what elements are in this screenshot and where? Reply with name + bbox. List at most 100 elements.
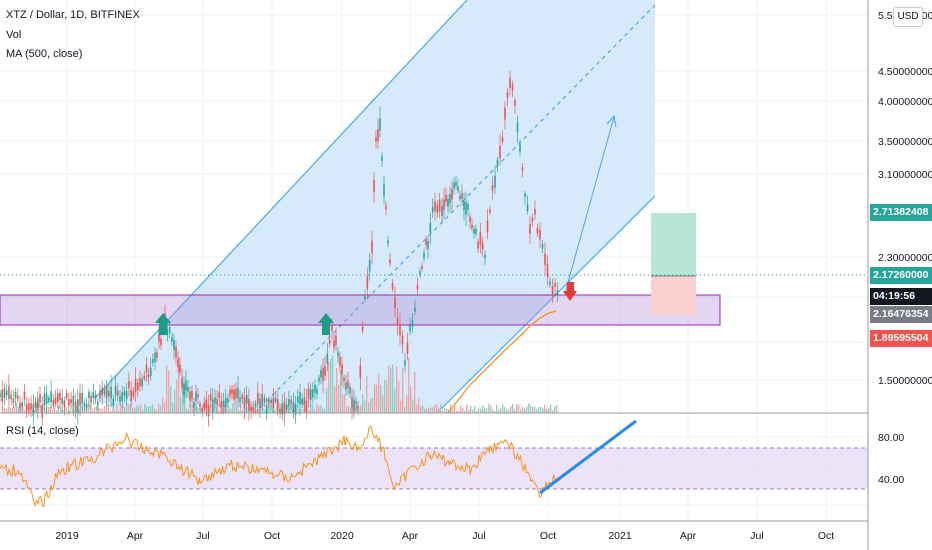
ascending-channel[interactable] bbox=[95, 0, 655, 413]
candle-body bbox=[48, 397, 50, 403]
candle-body bbox=[320, 370, 322, 378]
volume-bar bbox=[92, 409, 94, 413]
candle-body bbox=[263, 397, 266, 403]
volume-bar bbox=[276, 406, 278, 413]
candle-body bbox=[191, 390, 193, 400]
candle-body bbox=[529, 224, 531, 234]
volume-bar bbox=[104, 405, 106, 413]
time-tick-label: Oct bbox=[818, 530, 834, 542]
volume-bar bbox=[184, 385, 186, 413]
candle-body bbox=[248, 399, 250, 411]
down-arrow-marker[interactable] bbox=[563, 282, 577, 301]
candle-body bbox=[92, 391, 95, 398]
price-tag[interactable]: 04:19:56 bbox=[870, 288, 932, 305]
candle-body bbox=[463, 200, 465, 211]
candle-body bbox=[339, 356, 341, 366]
channel-upper-line[interactable] bbox=[94, 0, 468, 399]
volume-bar bbox=[536, 409, 538, 413]
candle-body bbox=[259, 398, 261, 409]
candle-body bbox=[0, 392, 1, 397]
candle-body bbox=[328, 339, 331, 344]
candle-body bbox=[250, 406, 252, 411]
candle-body bbox=[389, 259, 391, 264]
stop-zone[interactable] bbox=[651, 276, 696, 315]
ma-legend[interactable]: MA (500, close) bbox=[6, 48, 83, 60]
volume-legend[interactable]: Vol bbox=[6, 29, 22, 41]
projection-arrow[interactable] bbox=[564, 116, 615, 294]
volume-bar bbox=[260, 409, 262, 413]
candle-body bbox=[305, 400, 308, 412]
channel-lower-line[interactable] bbox=[436, 195, 656, 414]
currency-button[interactable]: USD bbox=[893, 7, 923, 27]
rsi-tick-label: 80.00 bbox=[878, 432, 904, 444]
volume-bar bbox=[62, 409, 64, 413]
volume-bar bbox=[372, 397, 374, 413]
volume-bar bbox=[416, 404, 418, 413]
support-zone[interactable] bbox=[0, 294, 721, 326]
candle-body bbox=[152, 359, 154, 363]
time-axis[interactable]: 2019 Apr Jul Oct 2020 Apr Jul Oct 2021 Apr Jul Oct bbox=[55, 530, 834, 542]
candle-body bbox=[270, 399, 272, 403]
symbol-legend[interactable]: XTZ / Dollar, 1D, BITFINEX bbox=[6, 9, 140, 21]
candle-body bbox=[114, 386, 117, 395]
projection-arrowhead bbox=[606, 114, 617, 128]
candle-body bbox=[509, 77, 511, 89]
volume-bar bbox=[216, 406, 218, 413]
volume-bar bbox=[148, 406, 150, 413]
volume-bar bbox=[94, 407, 96, 413]
volume-bar bbox=[150, 405, 152, 413]
up-arrow-marker-2[interactable] bbox=[318, 313, 334, 335]
candle-body bbox=[351, 396, 353, 409]
candle-body bbox=[496, 159, 499, 165]
volume-bar bbox=[198, 408, 200, 413]
rsi-axis[interactable]: 80.00 40.00 bbox=[878, 432, 904, 486]
volume-bar bbox=[120, 403, 122, 413]
volume-bar bbox=[304, 405, 306, 413]
volume-bar bbox=[136, 405, 138, 413]
volume-bar bbox=[34, 410, 36, 413]
candle-body bbox=[296, 396, 299, 403]
volume-bar bbox=[468, 409, 470, 413]
candle-body bbox=[309, 389, 312, 400]
price-tick-label: 2.30000000 bbox=[878, 252, 932, 264]
volume-bar bbox=[170, 385, 172, 413]
volume-bar bbox=[540, 407, 542, 413]
volume-bar bbox=[516, 404, 518, 413]
volume-bar bbox=[146, 406, 148, 413]
volume-bar bbox=[480, 408, 482, 413]
volume-bar bbox=[178, 356, 180, 413]
volume-bar bbox=[90, 404, 92, 413]
volume-bar bbox=[108, 403, 110, 413]
rsi-legend[interactable]: RSI (14, close) bbox=[6, 425, 79, 437]
volume-bar bbox=[504, 407, 506, 413]
volume-bar bbox=[424, 408, 426, 413]
price-tag[interactable]: 2.16476354 bbox=[870, 306, 932, 323]
candle-body bbox=[546, 264, 549, 278]
candle-body bbox=[121, 392, 124, 402]
candle-body bbox=[307, 388, 310, 400]
candle-body bbox=[425, 239, 427, 246]
target-zone[interactable] bbox=[651, 213, 696, 276]
candle-body bbox=[136, 382, 139, 391]
volume-bar bbox=[518, 404, 520, 413]
price-tag[interactable]: 2.71382408 bbox=[870, 204, 932, 221]
candle-body bbox=[68, 399, 70, 406]
candle-body bbox=[283, 401, 286, 415]
up-arrow-marker-1[interactable] bbox=[155, 313, 171, 335]
candle-body bbox=[399, 323, 401, 336]
volume-bar bbox=[478, 408, 480, 413]
rsi-trend-line[interactable] bbox=[539, 419, 637, 495]
price-tag[interactable]: 1.89595504 bbox=[870, 330, 932, 347]
volume-bar bbox=[4, 407, 6, 413]
volume-bar bbox=[382, 395, 384, 413]
price-tag[interactable]: 2.17260000 bbox=[870, 267, 932, 284]
candle-body bbox=[160, 338, 162, 346]
candle-body bbox=[74, 401, 77, 410]
candle-body bbox=[201, 408, 203, 412]
volume-bar bbox=[436, 403, 438, 413]
candle-body bbox=[229, 389, 231, 397]
candle-body bbox=[12, 398, 15, 404]
volume-bar bbox=[194, 408, 196, 413]
volume-bar bbox=[128, 404, 130, 413]
